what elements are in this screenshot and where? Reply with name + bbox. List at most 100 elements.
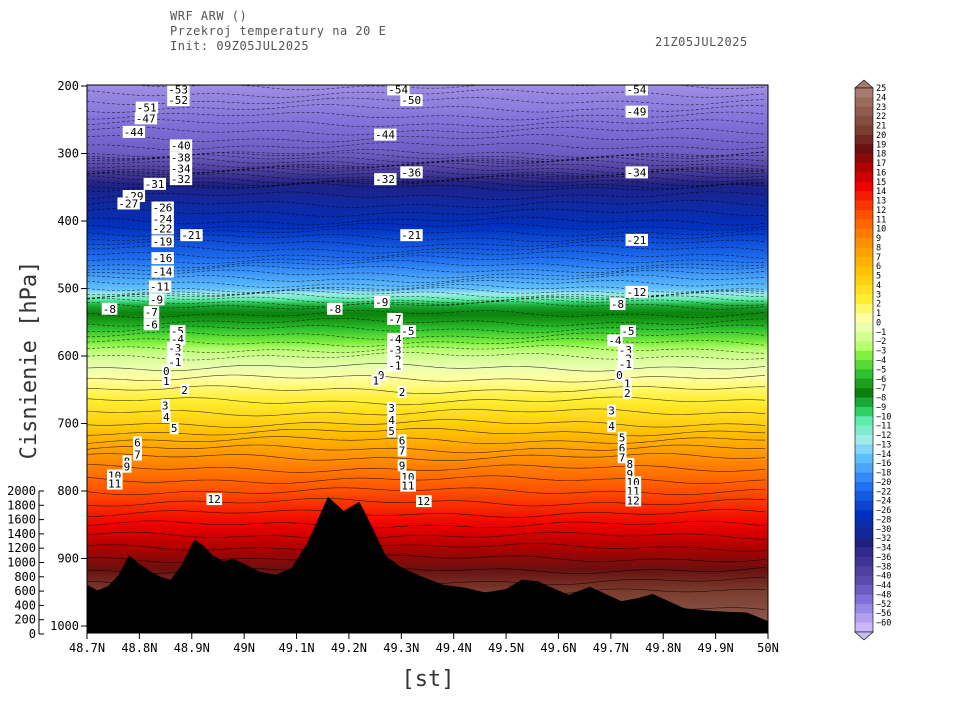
contour-label-text: 12: [207, 493, 220, 506]
isotherm-line: [87, 208, 766, 217]
contour-label: -51: [135, 101, 159, 115]
colorbar-label: 22: [876, 112, 886, 122]
contour-label: -11: [148, 280, 172, 293]
chart-subtitle: Przekroj temperatury na 20 E: [170, 24, 387, 38]
colorbar-label: 6: [876, 262, 881, 272]
contour-label-text: 7: [619, 451, 626, 464]
colorbar-swatch: [855, 528, 873, 539]
contour-label: 7: [133, 448, 142, 462]
colorbar-label: −14: [876, 450, 891, 460]
colorbar-swatch: [855, 228, 873, 239]
contour-label-text: 5: [619, 432, 626, 445]
colorbar-label: −26: [876, 506, 891, 516]
colorbar-swatch: [855, 116, 873, 126]
contour-label-text: -16: [152, 252, 172, 265]
contour-label-text: 12: [627, 494, 640, 507]
contour-label-text: -8: [103, 303, 116, 316]
contour-label: -7: [143, 306, 160, 319]
isotherm-line: [87, 274, 765, 283]
colorbar-label: 13: [876, 197, 886, 207]
contour-label: -1: [617, 358, 634, 371]
colorbar-label: −8: [876, 394, 886, 404]
pressure-tick-label: 700: [57, 417, 79, 431]
contour-label: -16: [151, 252, 174, 265]
colorbar-label: −40: [876, 572, 891, 582]
plot-frame: [86, 84, 769, 634]
isotherm-line: [87, 149, 766, 158]
contour-label: -54: [625, 83, 648, 96]
colorbar-label: −10: [876, 412, 891, 422]
isotherm-line: [87, 428, 766, 437]
colorbar-label: −18: [876, 469, 891, 479]
isotherm-line: [87, 156, 766, 166]
colorbar-label: −4: [876, 356, 886, 366]
y-axis-label: Cisnienie [hPa]: [17, 261, 42, 460]
isotherm-line: [87, 180, 766, 189]
pressure-tick-label: 500: [57, 282, 79, 296]
pressure-axis: 200 300 400 500 600 700 800 900 1000: [50, 79, 87, 633]
isotherm-line: [87, 154, 766, 163]
contour-label: -21: [400, 229, 423, 242]
pressure-tick-label: 200: [57, 79, 79, 93]
colorbar-swatch: [855, 556, 873, 567]
colorbar-swatch: [855, 294, 873, 305]
isotherm-line: [87, 170, 766, 179]
contour-label: 0: [615, 368, 624, 382]
isotherm-line: [87, 255, 765, 264]
colorbar-swatch: [855, 603, 873, 614]
chart-model-title: WRF ARW (): [170, 9, 248, 23]
contour-label: 12: [416, 495, 432, 508]
x-tick-label: 49N: [233, 641, 255, 655]
colorbar-swatch: [855, 88, 873, 98]
colorbar-label: 23: [876, 103, 886, 113]
contour-label-text: -8: [328, 303, 341, 316]
colorbar-label: 12: [876, 206, 886, 216]
isotherm-line: [87, 444, 766, 454]
contour-label: -54: [387, 85, 410, 96]
contour-label: -8: [326, 302, 343, 316]
colorbar-label: −22: [876, 487, 891, 497]
colorbar-label: −6: [876, 375, 886, 385]
isotherm-line: [87, 244, 766, 254]
contour-label-text: -40: [171, 139, 191, 152]
contour-label: 11: [400, 479, 416, 493]
isotherm-line: [87, 487, 765, 496]
contour-label-text: -21: [401, 229, 421, 242]
x-tick-label: 49.6N: [540, 641, 576, 655]
colorbar-swatch: [855, 435, 873, 445]
colorbar-label: −44: [876, 581, 891, 591]
colorbar-swatch: [855, 538, 873, 548]
x-tick-label: 48.7N: [69, 641, 105, 655]
isotherm-line: [87, 310, 766, 318]
x-tick-label: 49.8N: [645, 641, 681, 655]
colorbar-swatch: [855, 172, 873, 183]
colorbar-swatch: [855, 594, 873, 605]
isotherm-line: [87, 222, 766, 231]
contour-label-text: -12: [627, 286, 647, 299]
contour-label-text: 7: [134, 449, 141, 462]
elevation-tick-label: 800: [14, 570, 36, 584]
contour-label-text: 9: [627, 468, 634, 481]
colorbar-swatch: [855, 519, 873, 530]
isotherm-line: [87, 216, 766, 226]
contour-label-text: -36: [401, 166, 421, 179]
isotherm-line: [87, 338, 766, 347]
contour-label: -8: [609, 298, 626, 311]
contour-label-text: -7: [388, 313, 401, 326]
contour-label-text: 3: [162, 399, 169, 412]
contour-label-text: 8: [627, 458, 634, 471]
colorbar-label: −20: [876, 478, 891, 488]
contour-label: -49: [625, 105, 648, 119]
colorbar-label: 8: [876, 243, 881, 253]
isotherm-line: [87, 199, 766, 208]
colorbar-bottom-arrow: [854, 631, 874, 641]
contour-label: 4: [161, 410, 171, 424]
contour-label: -5: [620, 325, 636, 338]
colorbar: 2524232221201918171615141312111098765432…: [854, 79, 891, 641]
isotherm-line: [87, 287, 766, 296]
terrain-profile: [87, 496, 768, 633]
colorbar-swatch: [855, 481, 873, 492]
contour-label-text: -34: [627, 166, 647, 179]
contour-label-text: -54: [627, 83, 647, 96]
